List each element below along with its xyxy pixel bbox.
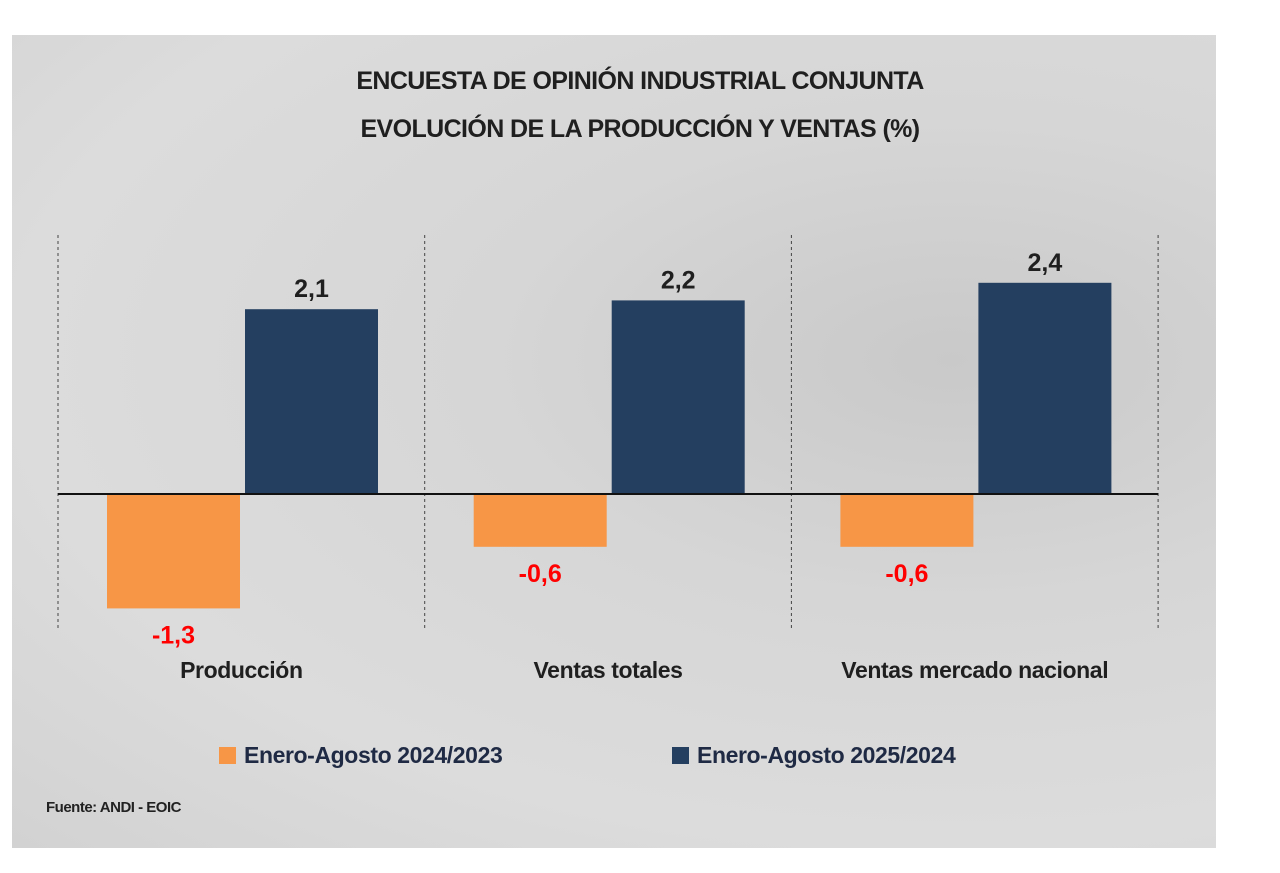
legend-swatch-orange	[219, 747, 236, 764]
data-label: -1,3	[152, 621, 195, 649]
legend-item-2025-2024: Enero-Agosto 2025/2024	[672, 742, 956, 769]
category-label: Ventas mercado nacional	[841, 657, 1108, 683]
chart-title-line-1: ENCUESTA DE OPINIÓN INDUSTRIAL CONJUNTA	[356, 67, 924, 95]
bar	[978, 282, 1112, 494]
bar	[611, 300, 745, 494]
legend-item-2024-2023: Enero-Agosto 2024/2023	[219, 742, 503, 769]
category-label: Producción	[180, 657, 303, 683]
legend-label: Enero-Agosto 2025/2024	[697, 742, 956, 768]
bar	[245, 309, 378, 494]
data-label: -0,6	[885, 560, 928, 588]
bar	[107, 494, 240, 609]
legend-swatch-navy	[672, 747, 689, 764]
data-label: -0,6	[519, 560, 562, 588]
legend-label: Enero-Agosto 2024/2023	[244, 742, 503, 768]
bar	[473, 494, 607, 547]
bar	[840, 494, 974, 547]
data-label: 2,2	[661, 266, 696, 294]
data-label: 2,1	[294, 275, 329, 303]
category-label: Ventas totales	[534, 657, 683, 683]
data-label: 2,4	[1028, 249, 1063, 277]
source-note: Fuente: ANDI - EOIC	[46, 799, 181, 816]
chart-title-line-2: EVOLUCIÓN DE LA PRODUCCIÓN Y VENTAS (%)	[360, 115, 920, 143]
